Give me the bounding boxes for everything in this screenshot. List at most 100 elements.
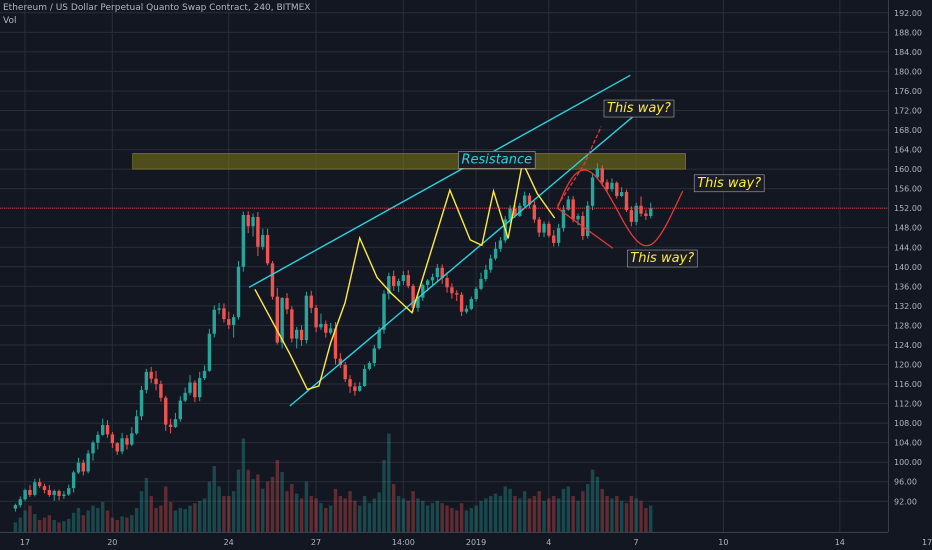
resistance-zone-box <box>132 153 686 170</box>
volume-bar <box>348 491 352 532</box>
volume-bar <box>120 516 124 532</box>
volume-bar <box>493 493 498 532</box>
volume-bar <box>450 508 454 532</box>
volume-bar <box>236 469 241 532</box>
volume-bar <box>377 492 381 532</box>
annotation-label: Resistance <box>462 152 533 167</box>
volume-bar <box>615 496 619 532</box>
projection-down <box>557 207 614 249</box>
volume-bar <box>372 498 376 532</box>
candle-body <box>459 294 464 312</box>
annotation-box <box>603 99 675 118</box>
candle-body <box>590 177 595 206</box>
volume-bar <box>154 508 158 532</box>
candle-body <box>552 235 556 243</box>
candle-body <box>246 215 250 227</box>
candle-body <box>615 182 619 196</box>
annotation-box <box>458 151 536 169</box>
candle-body <box>513 208 517 217</box>
candle-body <box>130 433 134 445</box>
volume-bar <box>430 503 435 532</box>
candle-body <box>333 328 338 359</box>
candle-body <box>33 482 37 495</box>
volume-bar <box>139 491 144 532</box>
volume-bar <box>498 496 503 532</box>
candle-body <box>527 195 532 205</box>
candle-body <box>76 462 81 473</box>
price-tick-label: 192.00 <box>894 9 922 18</box>
candle-body <box>290 309 294 339</box>
annotation-label: This way? <box>697 176 761 191</box>
candle-body <box>324 323 328 333</box>
volume-bar <box>421 500 425 532</box>
time-tick-label: 17 <box>922 538 932 547</box>
volume-bar <box>231 491 236 532</box>
volume-bar <box>333 488 338 532</box>
annotations: Resistance This way? This way? This way? <box>458 99 765 268</box>
volume-bar <box>100 502 105 532</box>
volume-bar <box>57 522 61 532</box>
price-tick-label: 160.00 <box>894 165 922 174</box>
candle-body <box>91 442 95 454</box>
candle-body <box>522 195 527 206</box>
price-tick-label: 140.00 <box>894 263 922 272</box>
price-tick-label: 176.00 <box>894 87 922 96</box>
price-tick-label: 136.00 <box>894 282 922 291</box>
volume-bar <box>125 517 129 532</box>
candle-body <box>105 425 110 435</box>
volume-bar <box>304 481 309 532</box>
candle-body <box>18 499 22 506</box>
price-tick-label: 120.00 <box>894 361 922 370</box>
candle-body <box>416 297 420 308</box>
candle-body <box>275 296 279 343</box>
time-tick-label: 4 <box>546 538 551 547</box>
volume-bar <box>358 505 362 532</box>
candle-body <box>81 462 85 472</box>
volume-bar <box>212 466 216 532</box>
price-tick-label: 92.00 <box>894 497 917 506</box>
candle-body <box>28 490 32 495</box>
candle-body <box>464 308 469 312</box>
candle-body <box>624 192 629 211</box>
volume-bar <box>265 481 270 532</box>
candle-body <box>256 216 260 247</box>
candle-body <box>149 371 153 379</box>
volume-bar <box>67 518 71 532</box>
price-axis[interactable]: 92.00 96.00 100.00 104.00 108.00 112.00 116.00… <box>888 0 932 550</box>
volume-bar <box>571 496 575 532</box>
candle-body <box>556 228 561 243</box>
candle-body <box>362 368 367 386</box>
volume-bar <box>479 500 483 532</box>
candle-body <box>537 219 541 233</box>
volume-bar <box>639 500 643 532</box>
candle-body <box>488 258 493 270</box>
volume-bar <box>42 517 47 532</box>
candle-body <box>265 235 270 264</box>
candle-body <box>387 276 391 294</box>
volume-bar <box>416 498 420 532</box>
volume-bar <box>644 508 648 532</box>
candle-body <box>566 199 570 210</box>
volume-bar <box>629 496 634 532</box>
candle-body <box>110 434 115 444</box>
volume-bar <box>71 512 76 532</box>
volume-bar <box>391 484 396 532</box>
price-tick-label: 168.00 <box>894 126 922 135</box>
price-tick-label: 152.00 <box>894 204 922 213</box>
time-tick-label: 2019 <box>466 538 486 547</box>
volume-bar <box>105 510 110 532</box>
candle-body <box>67 488 71 495</box>
volume-bar <box>513 496 517 532</box>
time-tick-label: 27 <box>311 538 321 547</box>
volume-bar <box>440 503 444 532</box>
candle-body <box>222 308 226 320</box>
volume-bar <box>188 505 192 532</box>
candle-body <box>450 287 454 294</box>
volume-bar <box>110 517 115 532</box>
candle-body <box>445 278 449 288</box>
volume-bar <box>33 514 37 532</box>
candle-body <box>314 307 318 328</box>
candle-body <box>328 328 333 333</box>
